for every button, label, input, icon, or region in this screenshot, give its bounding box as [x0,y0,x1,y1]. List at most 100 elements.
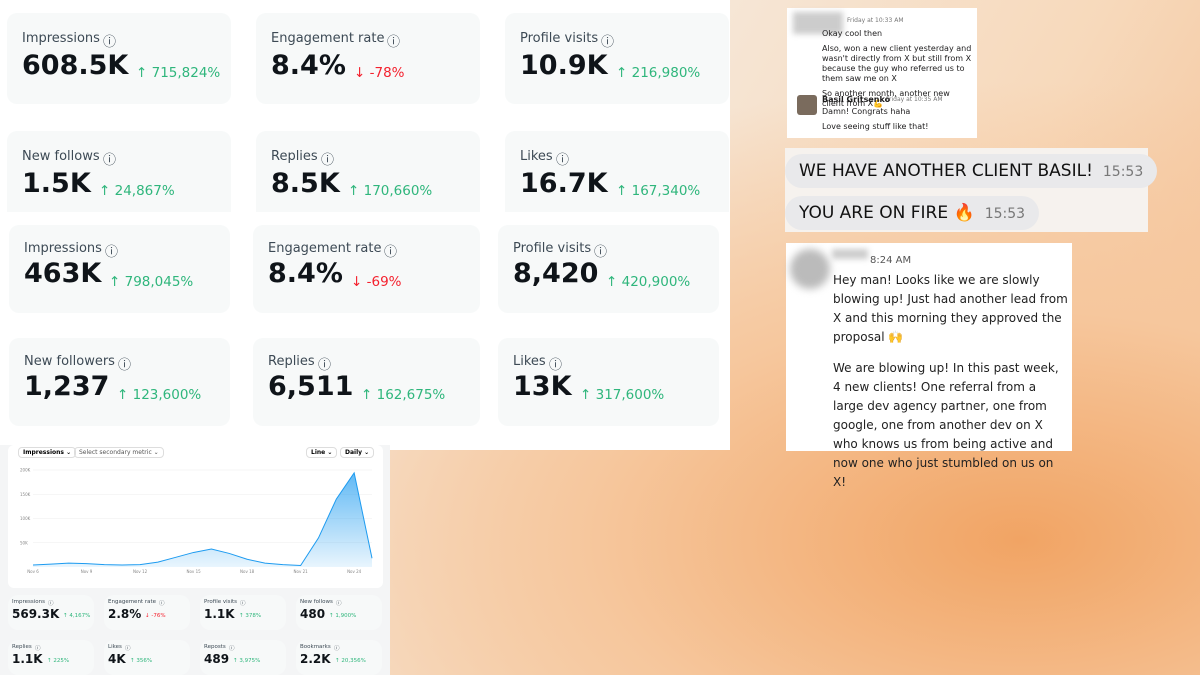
info-icon: ⓘ [336,601,342,607]
stat-label: Replies [271,149,318,164]
stat-card: Impressions ⓘ 608.5K ↑ 715,824% [7,13,231,104]
chart-type-dropdown[interactable]: Line ⌄ [306,447,338,458]
stat-change: ↑ 798,045% [109,274,194,290]
x-tick-label: Nov 21 [294,569,309,574]
stat-value: 1.5K [22,168,91,199]
chat-1: Friday at 10:33 AM Okay cool then Also, w… [787,8,977,138]
message-time: 15:53 [1102,164,1144,180]
analytics-panel: Impressions ⌄ Select secondary metric ⌄ … [0,445,390,675]
secondary-dropdown[interactable]: Select secondary metric ⌄ [74,447,164,458]
x-tick-label: Nov 6 [27,569,39,574]
stat-change: ↑ 3,975% [233,658,261,664]
sender-name: Basil Gritsenko [822,95,891,104]
stat-card: New follows ⓘ 1.5K ↑ 24,867% [7,131,231,222]
stat-card: Replies ⓘ 6,511 ↑ 162,675% [253,338,480,426]
stat-value: 1.1K [12,652,43,666]
message: Love seeing stuff like that! [822,122,929,131]
stat-label: Reposts [204,644,226,650]
stat-label: Replies [12,644,32,650]
message: Damn! Congrats haha [822,107,911,116]
stat-change: ↑ 216,980% [616,65,701,81]
stat-label: Profile visits [513,241,592,256]
message: Hey man! Looks like we are slowly blowin… [833,273,1068,344]
stat-value: 10.9K [520,50,608,81]
info-icon: ⓘ [549,358,563,373]
info-icon: ⓘ [125,646,131,652]
stat-change: ↑ 167,340% [616,183,701,199]
stat-change: ↑ 123,600% [117,387,202,403]
info-icon: ⓘ [48,601,54,607]
stat-label: New follows [300,599,333,605]
stat-card: Impressions ⓘ 569.3K ↑ 4,167% [8,595,94,630]
metric-dropdown[interactable]: Impressions ⌄ [18,447,77,458]
timestamp: Friday at 10:33 AM [847,17,904,24]
stat-value: 2.2K [300,652,331,666]
stat-value: 2.8% [108,607,142,621]
stat-change: ↑ 1,900% [329,613,357,619]
stat-value: 463K [24,258,102,289]
info-icon: ⓘ [118,358,132,373]
stat-label: New followers [24,354,115,369]
stat-label: Likes [520,149,553,164]
info-icon: ⓘ [103,35,117,50]
message: We are blowing up! In this past week, 4 … [833,361,1059,489]
chart: 50K 100K 150K 200K Nov 6 Nov 9 Nov 12 Nov 15 Nov… [20,468,373,574]
stat-change: ↑ 378% [239,613,262,619]
message: Okay cool then [822,29,883,38]
stat-value: 8,420 [513,258,599,289]
message-time: 15:53 [984,206,1026,222]
stat-change: ↑ 225% [47,658,70,664]
message-bubble: YOU ARE ON FIRE 🔥 15:53 [785,196,1040,230]
stat-label: Engagement rate [108,599,157,605]
stat-change: ↑ 317,600% [580,387,665,403]
y-tick-label: 200K [20,468,31,473]
info-icon: ⓘ [594,245,608,260]
stat-label: Impressions [22,31,100,46]
message-group: Damn! Congrats haha Love seeing stuff lik… [822,107,972,137]
stat-label: Profile visits [204,599,238,605]
info-icon: ⓘ [387,35,401,50]
stat-card: Likes ⓘ 13K ↑ 317,600% [498,338,719,426]
info-icon: ⓘ [159,601,165,607]
message-group: Hey man! Looks like we are slowly blowin… [833,271,1069,504]
interval-text: Daily [345,449,363,456]
chart-type-text: Line [311,449,326,456]
metric-text: Impressions [23,449,64,456]
stat-card: Engagement rate ⓘ 8.4% ↓ -69% [253,225,480,313]
stat-card: Profile visits ⓘ 8,420 ↑ 420,900% [498,225,719,313]
area [33,472,372,567]
info-icon: ⓘ [229,646,235,652]
x-tick-label: Nov 9 [81,569,93,574]
stat-value: 480 [300,607,326,621]
info-icon: ⓘ [35,646,41,652]
line [32,471,373,567]
x-tick-label: Nov 18 [240,569,255,574]
stat-change: ↓ -69% [351,274,402,290]
stat-card: Bookmarks ⓘ 2.2K ↑ 20,356% [296,640,382,675]
chat-2: WE HAVE ANOTHER CLIENT BASIL! 15:53 YOU AR… [785,148,1158,232]
info-icon: ⓘ [318,358,332,373]
x-tick-label: Nov 24 [347,569,362,574]
stat-card: Profile visits ⓘ 10.9K ↑ 216,980% [505,13,729,104]
message-group: Okay cool then Also, won a new client yes… [822,29,972,114]
info-icon: ⓘ [601,35,615,50]
message: So another month, another new client fro… [822,89,950,108]
panel-1: Impressions ⓘ 608.5K ↑ 715,824% Engagement r… [0,0,730,222]
stat-card: Likes ⓘ 16.7K ↑ 167,340% [505,131,729,222]
stat-value: 13K [513,371,572,402]
stat-card: Likes ⓘ 4K ↑ 356% [104,640,190,675]
y-tick-label: 100K [20,516,31,521]
stat-change: ↑ 420,900% [606,274,691,290]
stat-card: Engagement rate ⓘ 8.4% ↓ -78% [256,13,480,104]
message-bubble: WE HAVE ANOTHER CLIENT BASIL! 15:53 [785,154,1158,188]
stat-label: Engagement rate [268,241,382,256]
interval-dropdown[interactable]: Daily ⌄ [340,447,375,458]
stat-value: 1,237 [24,371,110,402]
stat-label: Impressions [24,241,102,256]
blurred-name [832,249,868,259]
timestamp: Friday at 10:35 AM [886,96,943,103]
stat-change: ↑ 162,675% [361,387,446,403]
stat-value: 8.5K [271,168,340,199]
stat-change: ↑ 170,660% [348,183,433,199]
